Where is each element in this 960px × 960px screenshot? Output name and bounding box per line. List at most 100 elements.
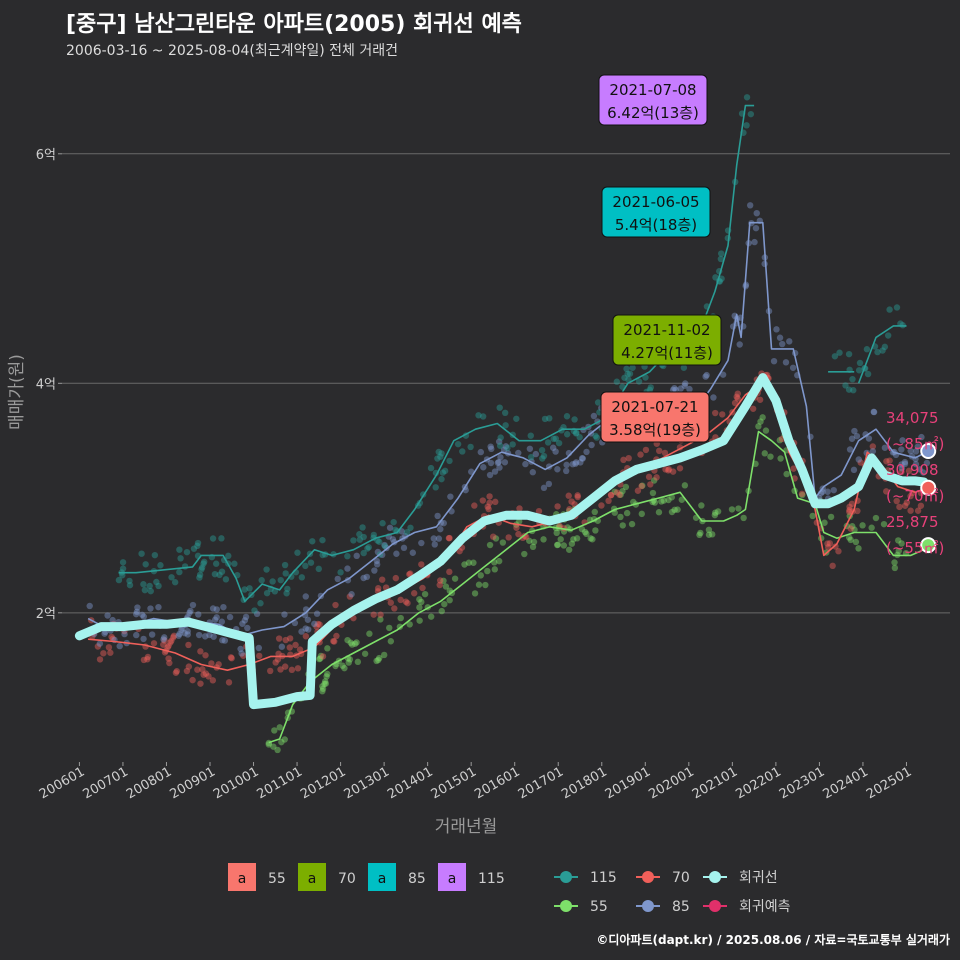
scatter-point bbox=[281, 611, 288, 618]
scatter-point bbox=[702, 373, 709, 380]
scatter-point bbox=[501, 409, 509, 417]
scatter-point bbox=[307, 559, 315, 566]
scatter-point bbox=[874, 348, 881, 356]
scatter-point bbox=[348, 591, 355, 598]
scatter-point bbox=[540, 484, 548, 492]
scatter-point bbox=[144, 653, 152, 661]
scatter-point bbox=[883, 458, 890, 465]
scatter-point bbox=[495, 557, 503, 565]
scatter-point bbox=[176, 568, 183, 576]
scatter-point bbox=[356, 531, 363, 538]
scatter-point bbox=[366, 630, 373, 637]
scatter-point bbox=[298, 574, 306, 581]
scatter-point bbox=[576, 434, 583, 441]
scatter-point bbox=[435, 535, 443, 542]
scatter-point bbox=[96, 656, 104, 663]
scatter-point bbox=[164, 644, 171, 651]
scatter-point bbox=[496, 404, 503, 411]
scatter-point bbox=[777, 455, 784, 462]
scatter-point bbox=[237, 645, 244, 653]
scatter-point bbox=[393, 550, 400, 557]
scatter-point bbox=[529, 543, 537, 551]
scatter-point bbox=[416, 604, 423, 611]
scatter-point bbox=[167, 639, 174, 646]
scatter-point bbox=[824, 544, 832, 551]
scatter-point bbox=[623, 365, 630, 373]
scatter-point bbox=[407, 570, 414, 577]
scatter-point bbox=[504, 444, 511, 452]
scatter-point bbox=[387, 599, 395, 606]
scatter-point bbox=[607, 491, 615, 499]
scatter-point bbox=[199, 666, 206, 673]
scatter-point bbox=[824, 540, 831, 547]
scatter-point bbox=[94, 643, 102, 650]
scatter-point bbox=[527, 453, 535, 461]
scatter-point bbox=[241, 617, 249, 624]
callout-date: 2021-07-08 bbox=[609, 81, 696, 99]
scatter-point bbox=[918, 433, 925, 441]
scatter-point bbox=[619, 488, 626, 495]
scatter-point bbox=[669, 468, 677, 475]
scatter-point bbox=[719, 411, 726, 418]
scatter-point bbox=[563, 413, 571, 420]
scatter-point bbox=[665, 466, 673, 473]
scatter-point bbox=[146, 582, 153, 590]
scatter-point bbox=[471, 502, 478, 509]
scatter-point bbox=[655, 509, 663, 516]
callout-box bbox=[600, 391, 710, 443]
scatter-point bbox=[267, 667, 274, 675]
chart-subtitle: 2006-03-16 ~ 2025-08-04(최근계약일) 전체 거래건 bbox=[66, 43, 398, 59]
scatter-point bbox=[361, 650, 369, 657]
scatter-point bbox=[619, 522, 626, 529]
scatter-point bbox=[492, 535, 500, 542]
scatter-point bbox=[274, 746, 281, 754]
scatter-point bbox=[446, 596, 453, 604]
scatter-point bbox=[842, 382, 849, 389]
scatter-point bbox=[856, 359, 864, 367]
scatter-point bbox=[213, 614, 220, 621]
y-axis-title: 매매가(원) bbox=[7, 354, 27, 430]
scatter-point bbox=[848, 435, 856, 442]
scatter-point bbox=[354, 658, 362, 666]
scatter-point bbox=[116, 642, 123, 650]
scatter-point bbox=[218, 568, 226, 575]
scatter-point bbox=[540, 452, 548, 460]
scatter-point bbox=[376, 654, 383, 662]
scatter-point bbox=[849, 523, 856, 530]
scatter-point bbox=[356, 536, 364, 543]
callout-label: 2021-11-02 4.27억(11층) bbox=[612, 314, 722, 366]
scatter-point bbox=[313, 610, 321, 617]
scatter-point bbox=[446, 568, 453, 576]
forecast-value-label: 30,908 bbox=[886, 461, 939, 479]
legend-box-swatch bbox=[368, 863, 396, 891]
scatter-point bbox=[175, 632, 182, 639]
scatter-point bbox=[344, 636, 351, 644]
scatter-point bbox=[799, 491, 806, 499]
scatter-point bbox=[231, 560, 238, 567]
scatter-point bbox=[914, 443, 922, 450]
scatter-point bbox=[333, 632, 340, 640]
scatter-point bbox=[651, 499, 659, 506]
x-tick-label: 201401 bbox=[385, 764, 435, 802]
scatter-point bbox=[776, 334, 784, 341]
scatter-point bbox=[324, 645, 331, 652]
scatter-point bbox=[554, 466, 561, 473]
scatter-point bbox=[625, 376, 632, 383]
callout-price: 5.4억(18층) bbox=[615, 216, 697, 234]
scatter-point bbox=[500, 446, 508, 453]
scatter-point bbox=[319, 683, 326, 690]
scatter-point bbox=[674, 506, 681, 513]
legend-box-swatch bbox=[298, 863, 326, 891]
scatter-point bbox=[121, 630, 128, 638]
scatter-point bbox=[590, 412, 598, 420]
scatter-point bbox=[360, 533, 367, 541]
x-tick-label: 200601 bbox=[37, 764, 87, 802]
scatter-point bbox=[552, 435, 560, 442]
scatter-point bbox=[275, 650, 282, 657]
legend-box-label: 55 bbox=[268, 871, 286, 887]
scatter-point bbox=[637, 451, 644, 458]
scatter-point bbox=[682, 380, 689, 387]
scatter-point bbox=[671, 506, 678, 514]
scatter-point bbox=[907, 492, 914, 500]
scatter-point bbox=[923, 459, 931, 467]
